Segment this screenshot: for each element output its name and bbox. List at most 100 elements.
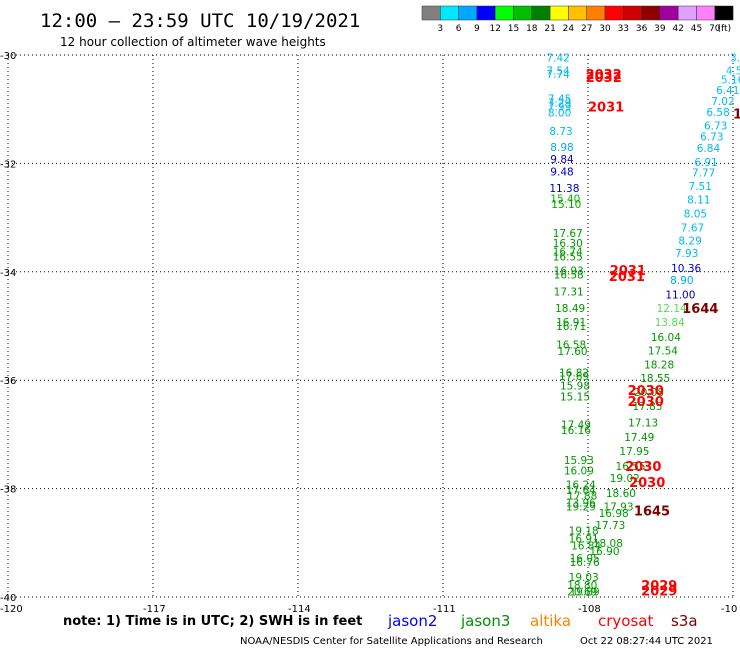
wave-height-label: 15.40 (550, 194, 580, 206)
legend-jason2: jason2 (387, 612, 437, 630)
time-label: 16 (733, 108, 740, 123)
wave-height-label: 17.67 (553, 228, 583, 240)
y-tick-label: -40 (0, 593, 16, 604)
colorbar-swatch (604, 5, 624, 21)
wave-height-label: 10.36 (671, 263, 701, 275)
wave-height-label: 7.51 (689, 181, 712, 193)
wave-height-label: 7.74 (546, 69, 570, 81)
wave-height-label: 13.84 (655, 317, 685, 329)
time-label: 2032 (586, 71, 622, 86)
wave-height-label: 17.95 (619, 446, 649, 458)
wave-height-label: 16.91 (569, 533, 599, 545)
wave-height-label: 17.73 (595, 520, 625, 532)
wave-height-label: 11.00 (665, 290, 695, 302)
legend-altika: altika (530, 612, 571, 630)
time-label: 2032 (586, 68, 622, 83)
wave-height-label: 3.74 (730, 53, 740, 65)
time-label: 2031 (610, 264, 646, 279)
colorbar-swatch (421, 5, 441, 21)
colorbar-swatch (641, 5, 661, 21)
wave-height-label: 18.49 (555, 303, 585, 315)
colorbar-swatch (458, 5, 478, 21)
wave-height-label: 7.77 (692, 168, 715, 180)
wave-height-label: 17.54 (648, 345, 678, 357)
colorbar-tick-label: 15 (508, 24, 519, 34)
wave-height-label: 16.91 (556, 317, 586, 329)
y-tick-label: -38 (0, 485, 16, 496)
credit-left: NOAA/NESDIS Center for Satellite Applica… (240, 636, 543, 647)
colorbar-swatch (531, 5, 551, 21)
colorbar-tick-label: 12 (489, 24, 500, 34)
grid-lines (7, 54, 734, 598)
colorbar-swatch (623, 5, 642, 21)
wave-height-label: 16.24 (566, 479, 596, 491)
wave-height-label: 16.58 (554, 270, 584, 282)
colorbar-swatch (476, 5, 496, 21)
time-labels: 2032203220312031203120302030203020302029… (586, 68, 740, 600)
wave-height-label: 6.84 (697, 143, 721, 155)
y-tick-label: -32 (0, 159, 16, 170)
wave-height-label: 7.02 (711, 96, 734, 108)
colorbar-tick-label: 45 (691, 24, 702, 34)
wave-height-label: 6.58 (706, 107, 729, 119)
wave-height-label: 8.00 (548, 107, 571, 119)
wave-height-label: 16.82 (559, 368, 589, 380)
wave-height-label: 16.58 (556, 339, 586, 351)
time-label: 2030 (628, 384, 664, 399)
x-tick-label: -117 (143, 604, 166, 615)
data-points: 7.427.547.74 7.457.297.998.00 8.73 8.989.84… (546, 53, 740, 599)
wave-height-label: 17.13 (628, 417, 658, 429)
legend-jason3: jason3 (460, 612, 510, 630)
wave-height-label: 16.90 (589, 546, 619, 558)
colorbar-swatch (513, 5, 533, 21)
wave-height-label: 8.98 (550, 142, 573, 154)
wave-height-label: 17.64 (566, 485, 596, 497)
time-label: 2029 (641, 584, 677, 599)
wave-height-label: 17.31 (554, 286, 584, 298)
axis-ticks: -30 -32 -34 -36 -38 -40-120 -117 -114 -111 -108 -1… (0, 51, 737, 615)
wave-height-label: 16.16 (561, 425, 591, 437)
wave-height-label: 16.30 (553, 238, 583, 250)
y-tick-label: -30 (0, 51, 16, 62)
wave-height-label: 17.93 (603, 501, 633, 513)
wave-height-label: 17.49 (561, 420, 591, 432)
colorbar-tick-label: 18 (526, 24, 538, 34)
wave-height-label: 4.52 (726, 66, 740, 78)
colorbar-tick-label: 9 (474, 24, 480, 34)
wave-height-label: 17.69 (559, 371, 589, 383)
time-label: 1644 (682, 302, 718, 317)
satellite-legend: jason2 jason3 altika cryosat s3a (387, 612, 698, 630)
wave-height-label: 6.91 (694, 157, 717, 169)
wave-height-label: 16.74 (553, 247, 583, 259)
wave-height-label: 13.96 (566, 498, 596, 510)
wave-height-label: 19.18 (569, 525, 599, 537)
colorbar-tick-label: 24 (563, 24, 575, 34)
wave-height-label: 7.93 (675, 248, 698, 260)
colorbar-swatch (549, 5, 569, 21)
colorbar-swatch (714, 5, 734, 21)
colorbar-tick-label: 39 (654, 24, 666, 34)
wave-height-label: 8.05 (684, 208, 707, 220)
colorbar-tick-label: 36 (636, 24, 648, 34)
wave-height-label: 18.28 (644, 359, 674, 371)
wave-height-label: 9.84 (550, 154, 574, 166)
y-tick-label: -34 (0, 268, 16, 279)
colorbar-tick-label: 27 (581, 24, 592, 34)
wave-height-label: 19.02 (610, 473, 640, 485)
wave-height-label: 7.29 (548, 98, 571, 110)
wave-height-label: 18.08 (593, 538, 623, 550)
wave-height-label: 15.98 (560, 381, 590, 393)
wave-height-label: 19.89 (570, 587, 600, 599)
legend-s3a: s3a (671, 612, 698, 630)
colorbar-swatch (568, 5, 587, 21)
colorbar-tick-label: 42 (672, 24, 683, 34)
wave-height-label: 16.05 (570, 553, 600, 565)
wave-height-label: 6.73 (700, 131, 723, 143)
x-tick-label: -120 (0, 604, 23, 615)
colorbar-swatch (440, 5, 459, 21)
time-label: 1645 (634, 504, 670, 519)
wave-height-label: 15.93 (564, 455, 594, 467)
colorbar-swatch (494, 5, 514, 21)
wave-height-label: 16.76 (570, 557, 600, 569)
x-tick-label: -114 (288, 604, 311, 615)
